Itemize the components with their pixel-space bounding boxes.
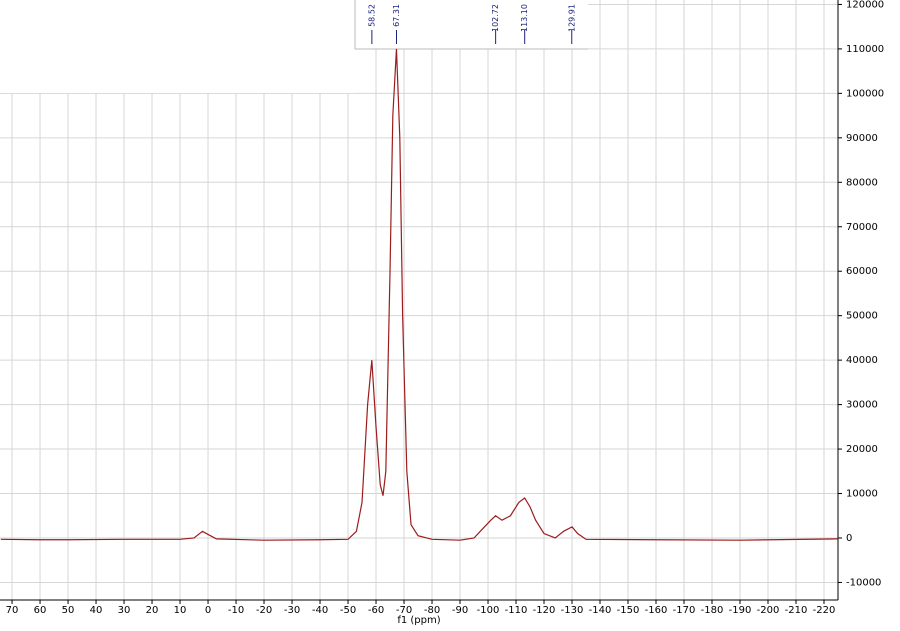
x-tick-label: -110	[505, 605, 528, 616]
x-axis-label: f1 (ppm)	[397, 615, 440, 626]
y-tick-label: 20000	[846, 444, 878, 455]
y-tick-label: 30000	[846, 400, 878, 411]
x-tick-label: 20	[146, 605, 159, 616]
x-tick-label: -70	[396, 605, 412, 616]
peak-label: 67.31	[392, 4, 401, 27]
y-tick-label: 80000	[846, 177, 878, 188]
x-tick-label: -30	[284, 605, 300, 616]
y-tick-label: 100000	[846, 88, 884, 99]
spectrum-line	[0, 48, 839, 541]
x-tick-label: 40	[90, 605, 103, 616]
x-tick-label: -80	[424, 605, 440, 616]
y-tick-label: 70000	[846, 222, 878, 233]
blank-area	[0, 0, 355, 93]
y-tick-label: -10000	[846, 577, 881, 588]
x-tick-label: -120	[533, 605, 556, 616]
peak-label: 102.72	[491, 4, 500, 32]
x-tick-label: -50	[340, 605, 356, 616]
x-tick-label: -210	[785, 605, 808, 616]
x-tick-label: -220	[813, 605, 836, 616]
x-tick-label: -200	[757, 605, 780, 616]
x-tick-label: 0	[205, 605, 211, 616]
x-tick-label: -60	[368, 605, 384, 616]
x-tick-label: -140	[589, 605, 612, 616]
x-tick-label: 50	[62, 605, 75, 616]
y-tick-label: 10000	[846, 489, 878, 500]
x-tick-label: 30	[118, 605, 131, 616]
x-tick-label: -180	[701, 605, 724, 616]
x-tick-label: -130	[561, 605, 584, 616]
x-tick-label: -170	[673, 605, 696, 616]
peak-label: 129.91	[567, 4, 576, 32]
y-tick-label: 120000	[846, 0, 884, 10]
x-tick-label: -10	[228, 605, 244, 616]
y-tick-label: 0	[846, 533, 852, 544]
x-tick-label: -40	[312, 605, 328, 616]
y-tick-label: 110000	[846, 44, 884, 55]
peak-label: 58.52	[367, 4, 376, 27]
x-tick-label: 60	[34, 605, 47, 616]
y-tick-label: 90000	[846, 133, 878, 144]
x-tick-label: -20	[256, 605, 272, 616]
x-tick-label: -150	[617, 605, 640, 616]
x-tick-label: -100	[477, 605, 500, 616]
x-tick-label: 10	[174, 605, 187, 616]
x-tick-label: 70	[6, 605, 19, 616]
y-tick-label: 40000	[846, 355, 878, 366]
peak-label-area	[355, 0, 588, 49]
grid	[0, 0, 838, 600]
x-tick-label: -90	[452, 605, 468, 616]
peak-label: 113.10	[520, 4, 529, 32]
x-tick-label: -190	[729, 605, 752, 616]
y-tick-label: 60000	[846, 266, 878, 277]
x-tick-label: -160	[645, 605, 668, 616]
y-tick-label: 50000	[846, 311, 878, 322]
